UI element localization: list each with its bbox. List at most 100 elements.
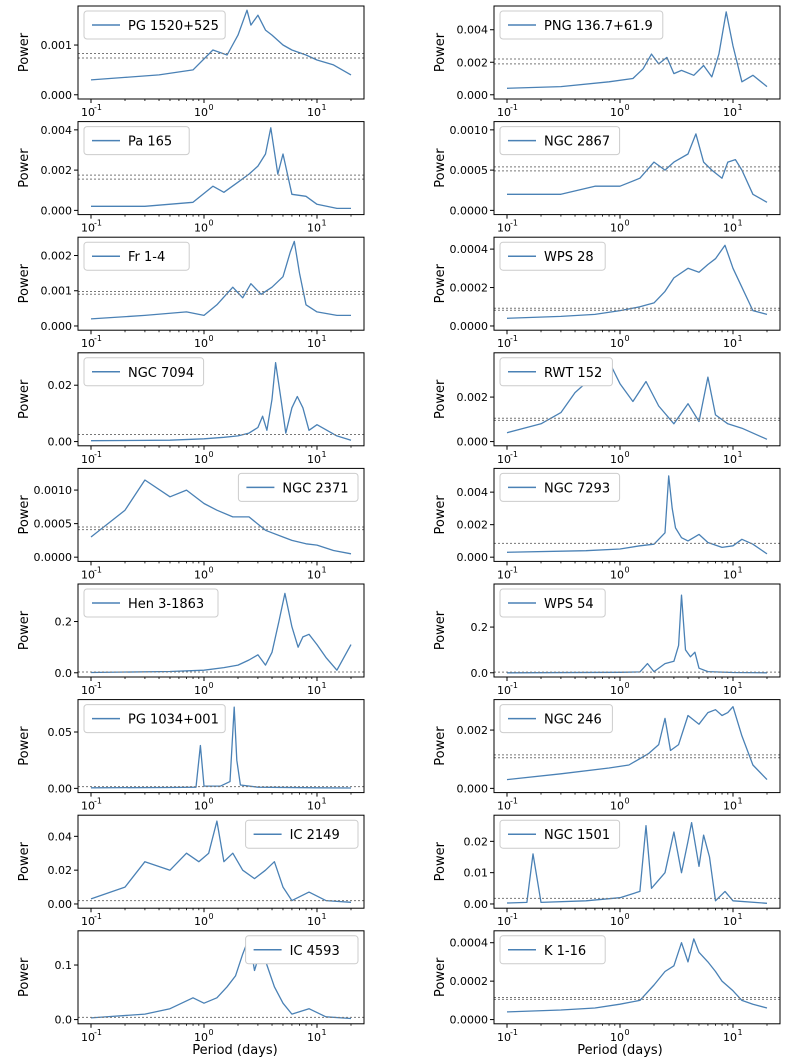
x-tick-label: 10 (723, 915, 737, 928)
x-tick-exponent: 0 (208, 103, 213, 112)
y-axis-label: Power (433, 148, 448, 188)
y-tick-label: 0.2 (471, 621, 489, 634)
x-tick-label: 10 (194, 222, 208, 235)
x-tick-exponent: -1 (94, 912, 102, 921)
y-tick-label: 0.000 (41, 204, 73, 217)
x-tick-label: 10 (194, 453, 208, 466)
x-tick-exponent: 1 (321, 334, 326, 343)
y-tick-label: 0.0002 (450, 975, 489, 988)
x-tick-exponent: 1 (737, 797, 742, 806)
x-tick-exponent: 1 (321, 797, 326, 806)
y-tick-label: 0.0010 (34, 484, 73, 497)
series-line (506, 475, 768, 555)
x-tick-label: 10 (194, 337, 208, 350)
y-axis-label: Power (433, 379, 448, 419)
x-tick-exponent: -1 (94, 681, 102, 690)
x-tick-exponent: 0 (208, 912, 213, 921)
x-tick-exponent: 0 (624, 912, 629, 921)
x-tick-label: 10 (610, 1031, 624, 1044)
y-axis-label: Power (17, 379, 32, 419)
x-tick-exponent: 0 (624, 450, 629, 459)
x-tick-label: 10 (497, 222, 511, 235)
series-line (506, 706, 768, 781)
y-axis-label: Power (17, 148, 32, 188)
y-tick-label: 0.002 (457, 56, 489, 69)
x-tick-exponent: 0 (208, 797, 213, 806)
series-line (507, 133, 768, 203)
x-tick-label: 10 (723, 684, 737, 697)
axes-frame (77, 236, 365, 331)
x-axis-label-right: Period (days) (577, 1043, 663, 1058)
y-tick-label: 0.00 (464, 898, 489, 911)
y-tick-label: 0.002 (41, 250, 73, 263)
axes-frame (77, 814, 365, 909)
x-tick-exponent: -1 (510, 1028, 518, 1037)
y-tick-label: 0.001 (41, 285, 73, 298)
legend-box (83, 588, 219, 618)
series-line (90, 362, 352, 442)
legend-box (83, 126, 190, 156)
x-tick-label: 10 (610, 684, 624, 697)
x-tick-exponent: -1 (510, 912, 518, 921)
x-tick-exponent: 0 (624, 681, 629, 690)
x-tick-label: 10 (307, 800, 321, 813)
legend-box (499, 357, 613, 387)
x-tick-exponent: 0 (624, 1028, 629, 1037)
legend-box (499, 704, 613, 734)
x-tick-label: 10 (610, 915, 624, 928)
x-tick-exponent: 1 (321, 681, 326, 690)
x-tick-label: 10 (497, 568, 511, 581)
x-tick-label: 10 (307, 684, 321, 697)
x-tick-exponent: 0 (624, 103, 629, 112)
x-tick-label: 10 (723, 568, 737, 581)
axes-frame (493, 467, 781, 562)
y-tick-label: 0.02 (48, 864, 73, 877)
axes-frame (493, 121, 781, 216)
series-line (90, 9, 352, 81)
x-tick-label: 10 (723, 1031, 737, 1044)
y-tick-label: 0.004 (41, 124, 73, 137)
y-tick-label: 0.0002 (450, 282, 489, 295)
axes-frame (493, 814, 781, 909)
series-line (506, 594, 768, 674)
legend-label: Fr 1-4 (128, 250, 165, 265)
x-tick-exponent: -1 (510, 334, 518, 343)
x-tick-exponent: 1 (737, 1028, 742, 1037)
x-tick-exponent: -1 (94, 1028, 102, 1037)
x-tick-exponent: -1 (94, 219, 102, 228)
x-tick-exponent: -1 (94, 797, 102, 806)
series-line (506, 244, 768, 319)
y-tick-label: 0.0 (55, 667, 73, 680)
x-tick-label: 10 (81, 800, 95, 813)
y-tick-label: 0.000 (41, 320, 73, 333)
x-tick-exponent: 1 (321, 219, 326, 228)
x-tick-label: 10 (81, 337, 95, 350)
legend-box (499, 472, 621, 502)
x-tick-exponent: 0 (624, 565, 629, 574)
y-tick-label: 0.0010 (450, 124, 489, 137)
x-tick-label: 10 (497, 453, 511, 466)
y-tick-label: 0.002 (457, 391, 489, 404)
axes-frame (493, 930, 781, 1025)
x-tick-exponent: -1 (94, 103, 102, 112)
axes-frame (77, 467, 365, 562)
y-tick-label: 0.0 (55, 1014, 73, 1027)
x-tick-label: 10 (497, 337, 511, 350)
x-tick-label: 10 (194, 915, 208, 928)
x-tick-label: 10 (610, 800, 624, 813)
x-tick-exponent: 0 (208, 681, 213, 690)
y-axis-label: Power (433, 726, 448, 766)
legend-box (83, 704, 226, 734)
x-tick-exponent: -1 (510, 219, 518, 228)
